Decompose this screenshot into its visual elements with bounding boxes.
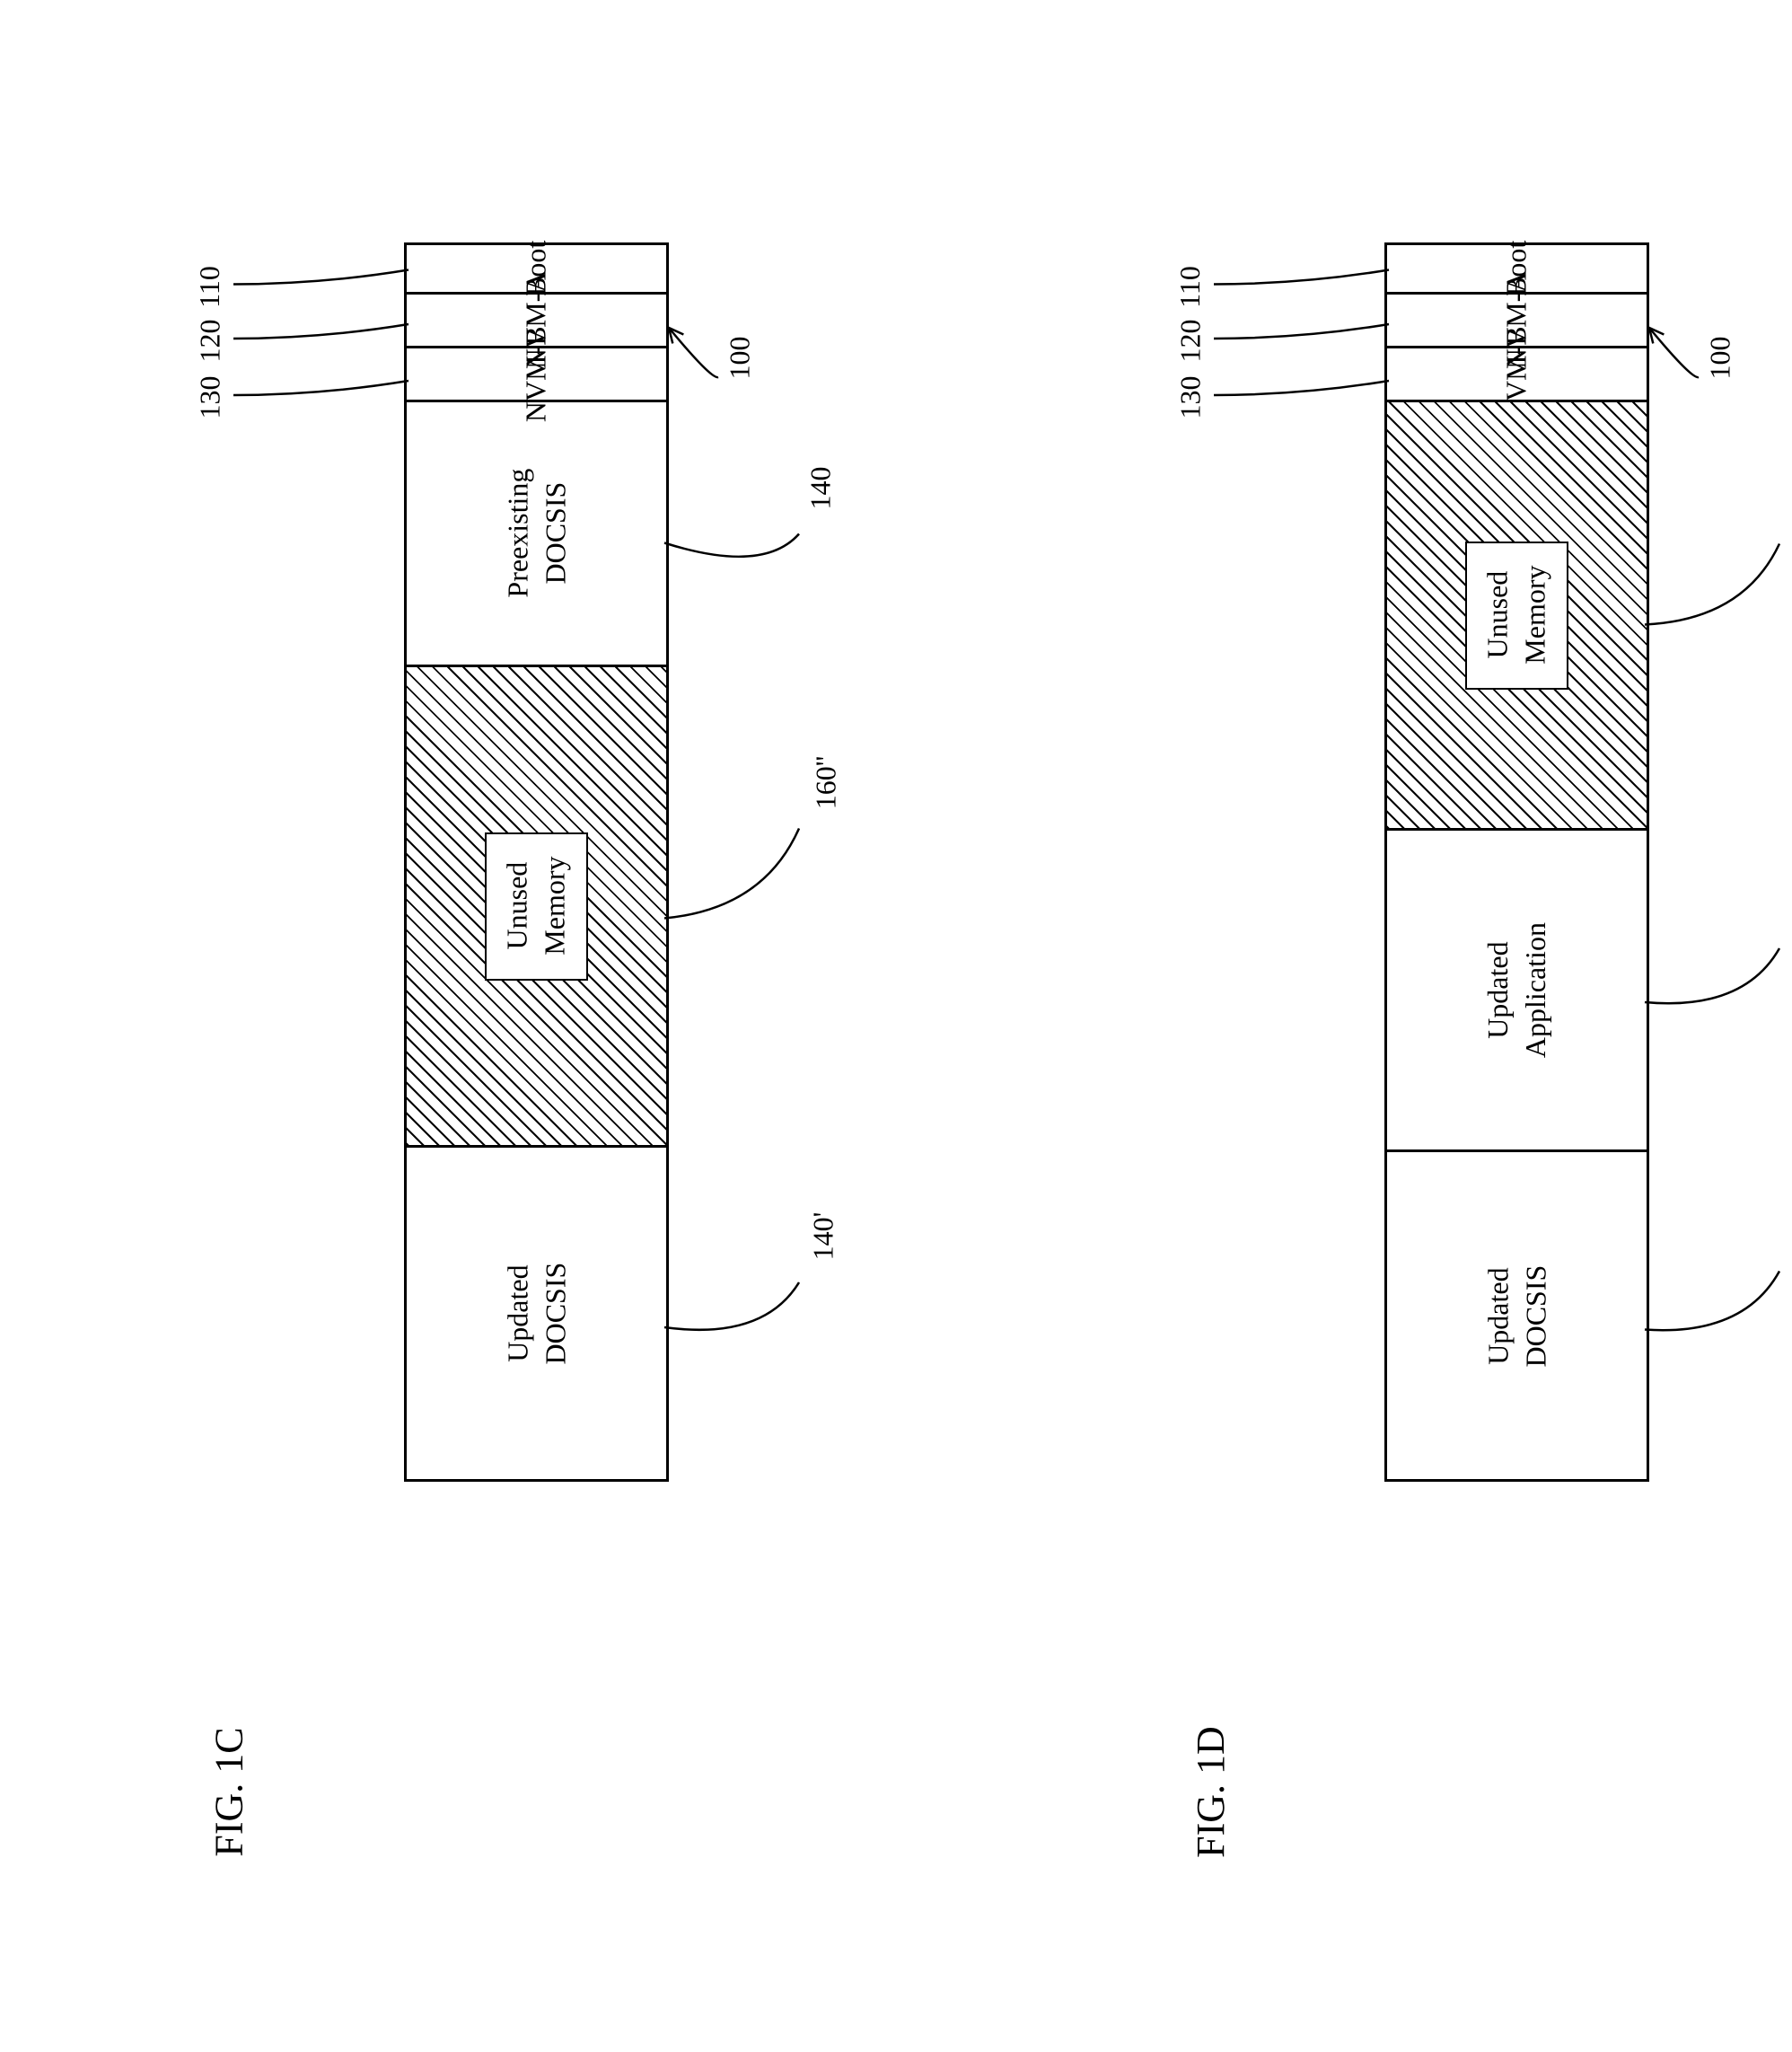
fig1d-top-arrow [0,0,1792,2052]
fig1d-caption: FIG. 1D [1188,1726,1234,1858]
